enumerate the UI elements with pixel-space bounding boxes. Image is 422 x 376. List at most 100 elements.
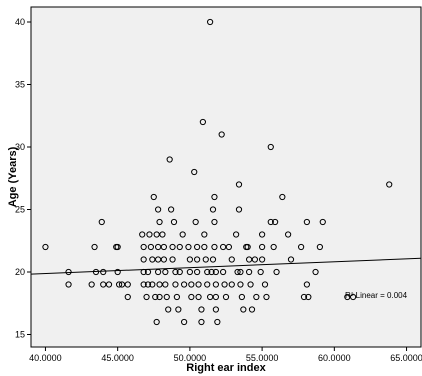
y-tick-label: 20 <box>15 267 25 277</box>
data-point <box>118 281 126 288</box>
x-tick-label: 45.0000 <box>101 353 134 363</box>
data-point <box>42 243 49 251</box>
data-point <box>240 306 247 313</box>
data-point <box>235 181 243 188</box>
data-point <box>152 293 159 301</box>
linear-fit-line <box>30 257 422 275</box>
data-point <box>100 281 107 288</box>
data-point <box>140 243 147 251</box>
data-point <box>176 268 183 276</box>
x-axis-title: Right ear index <box>186 362 266 374</box>
data-point <box>140 268 147 276</box>
data-point <box>204 281 211 288</box>
data-point <box>114 268 121 276</box>
data-point <box>155 243 162 251</box>
data-point <box>201 231 208 238</box>
data-point <box>139 231 146 238</box>
data-point <box>211 218 218 226</box>
data-point <box>212 281 219 288</box>
y-tick-label: 40 <box>15 17 25 27</box>
data-point <box>225 243 232 251</box>
data-point <box>91 243 98 251</box>
data-point <box>257 268 264 276</box>
data-point <box>170 218 178 226</box>
data-point <box>298 243 305 251</box>
y-axis-title: Age (Years) <box>7 146 19 207</box>
data-point <box>209 256 217 263</box>
data-point <box>214 318 221 326</box>
data-point <box>220 243 227 251</box>
y-tick-label: 30 <box>15 142 25 152</box>
data-point <box>147 243 154 251</box>
data-point <box>155 206 162 213</box>
x-tick-label: 60.0000 <box>318 353 351 363</box>
data-point <box>303 281 310 288</box>
data-point <box>176 243 183 251</box>
data-point <box>272 218 279 226</box>
data-point <box>270 243 277 251</box>
data-point <box>267 218 274 226</box>
data-point <box>259 256 266 263</box>
data-point <box>251 256 258 263</box>
data-point <box>163 293 170 301</box>
data-point <box>188 293 195 301</box>
data-point <box>166 156 173 163</box>
data-point <box>220 268 227 276</box>
data-point <box>155 256 162 263</box>
data-point <box>263 293 270 301</box>
data-point <box>218 131 225 138</box>
data-point <box>247 281 254 288</box>
data-point <box>303 218 310 226</box>
data-point <box>201 243 208 251</box>
data-point <box>207 18 214 26</box>
data-point <box>234 268 241 276</box>
data-point <box>273 268 280 276</box>
data-point <box>279 193 286 201</box>
data-point <box>179 231 186 238</box>
data-point <box>195 281 202 288</box>
data-point <box>195 293 202 301</box>
data-point <box>211 243 218 251</box>
data-point <box>191 168 198 176</box>
data-point <box>105 281 113 288</box>
data-point <box>149 281 156 288</box>
data-point <box>253 293 260 301</box>
data-point <box>287 256 295 263</box>
data-point <box>100 268 107 276</box>
y-axis-ticks: 15 20 25 30 35 40 <box>15 17 31 340</box>
data-point <box>88 281 95 288</box>
y-tick-label: 25 <box>15 205 25 215</box>
data-point <box>244 243 251 251</box>
data-point <box>65 268 72 276</box>
data-point <box>221 281 228 288</box>
data-point <box>146 231 153 238</box>
data-point <box>169 256 176 263</box>
data-point <box>194 256 201 263</box>
data-point <box>175 306 182 313</box>
data-point <box>194 243 201 251</box>
data-point <box>124 281 131 288</box>
data-point <box>144 281 152 288</box>
data-point <box>160 256 167 263</box>
data-point <box>185 243 192 251</box>
data-point <box>319 218 326 226</box>
x-tick-label: 40.0000 <box>29 353 62 363</box>
data-point <box>237 268 244 276</box>
data-point <box>194 268 201 276</box>
data-point <box>228 281 235 288</box>
plot-background <box>30 6 422 348</box>
data-point <box>156 218 163 226</box>
data-point <box>228 256 235 263</box>
data-point <box>160 243 167 251</box>
data-point <box>98 218 105 226</box>
data-point <box>212 306 219 313</box>
data-point <box>246 256 253 263</box>
y-tick-label: 15 <box>15 330 25 340</box>
data-point <box>149 256 156 263</box>
data-point <box>344 293 351 301</box>
data-point <box>65 281 72 288</box>
data-point <box>153 231 160 238</box>
data-point <box>300 293 308 301</box>
